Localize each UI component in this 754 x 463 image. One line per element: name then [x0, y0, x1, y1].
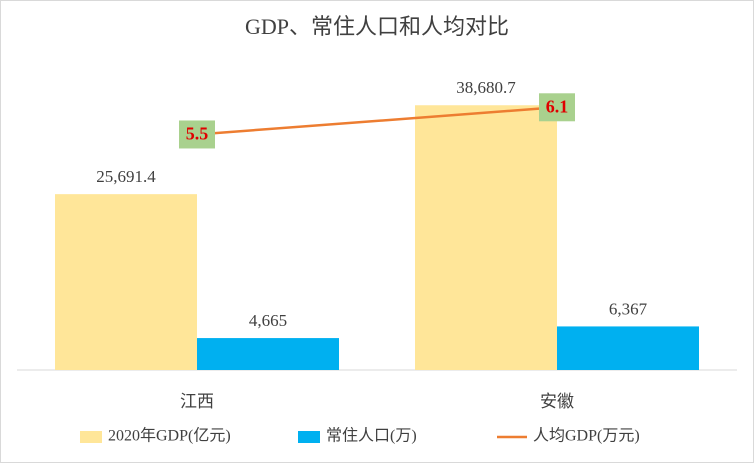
legend-label: 人均GDP(万元)	[533, 427, 640, 445]
legend-label: 2020年GDP(亿元)	[108, 427, 231, 445]
x-tick-label: 江西	[180, 392, 214, 411]
x-tick-label: 安徽	[540, 392, 574, 411]
data-label: 6.1	[546, 96, 569, 116]
bar	[415, 105, 557, 370]
legend-swatch	[80, 431, 102, 443]
line	[196, 106, 558, 136]
chart-title: GDP、常住人口和人均对比	[245, 14, 509, 39]
bar	[55, 194, 197, 370]
data-label: 38,680.7	[456, 78, 516, 97]
legend-swatch	[298, 431, 320, 443]
bar	[557, 326, 699, 370]
data-label: 5.5	[186, 124, 209, 144]
data-label: 4,665	[249, 311, 287, 330]
legend-label: 常住人口(万)	[326, 427, 417, 445]
data-label-box	[179, 120, 215, 149]
data-label-box	[539, 93, 575, 122]
data-label: 6,367	[609, 299, 648, 318]
bar	[197, 338, 339, 370]
data-label: 25,691.4	[96, 167, 156, 186]
